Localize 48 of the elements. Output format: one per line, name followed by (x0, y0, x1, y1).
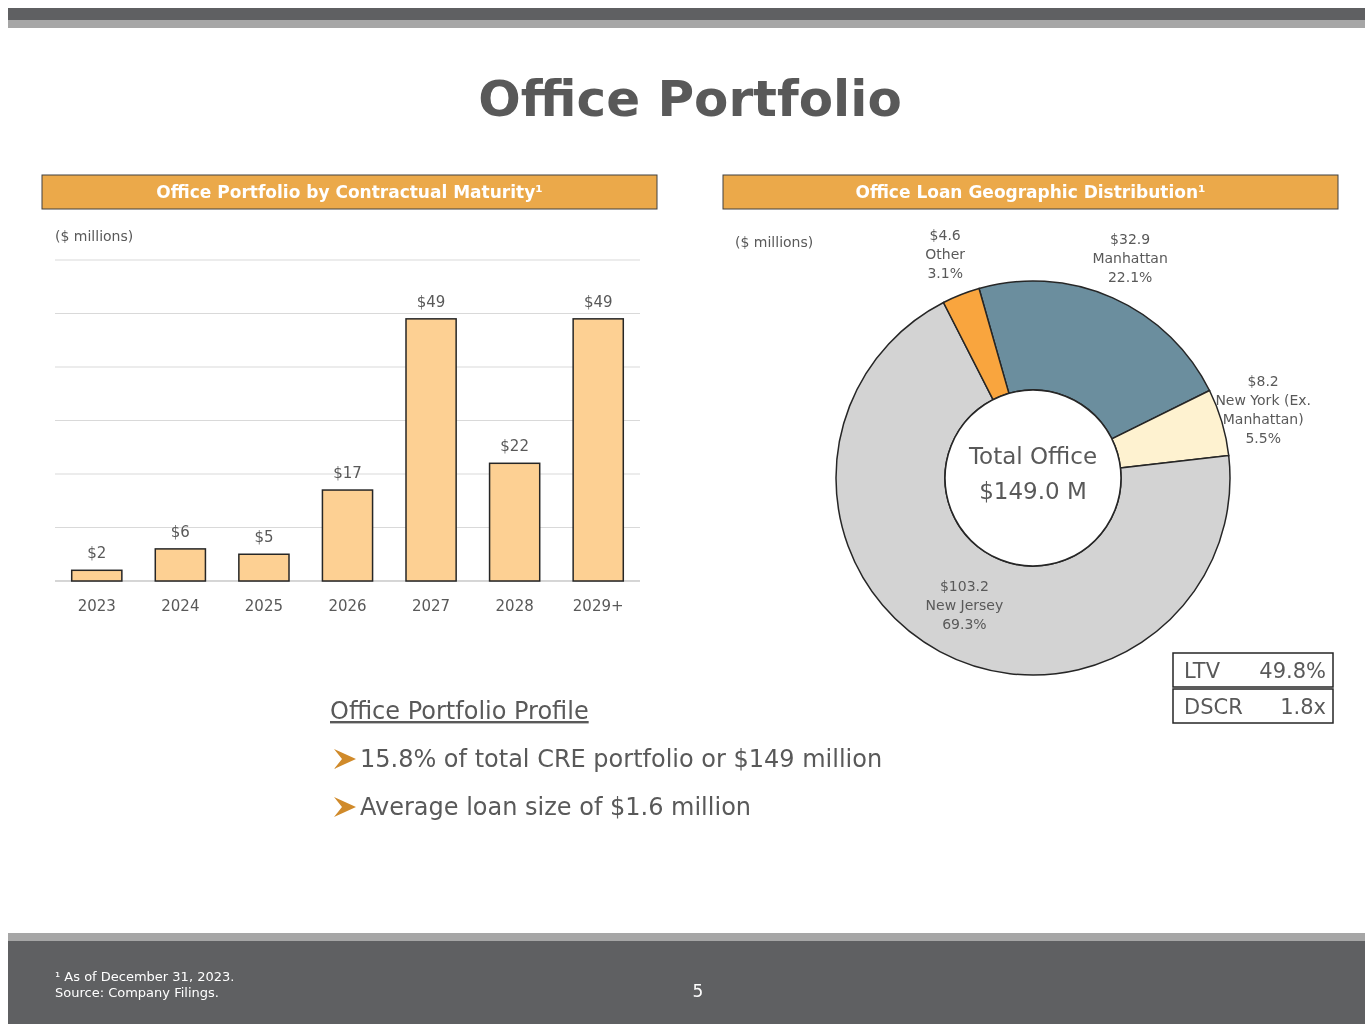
source-note: Source: Company Filings. (55, 985, 219, 1000)
x-tick-label: 2024 (161, 597, 200, 615)
bar (238, 553, 290, 582)
slice-label: New Jersey (925, 597, 1004, 614)
text: 22.1% (1107, 269, 1153, 286)
bar (572, 318, 625, 582)
text: 15.8% of total CRE portfolio or $149 million (360, 745, 883, 773)
text: ($ millions) (735, 234, 814, 250)
text: LTV 49.8% (1184, 659, 1326, 683)
slice-label: New York (Ex. Manhattan) (1215, 392, 1311, 428)
x-tick-label: 2028 (495, 597, 534, 615)
bar (405, 318, 457, 582)
data-label: $2 (87, 544, 107, 563)
text: 5 (692, 981, 704, 1001)
x-tick-label: 2026 (328, 597, 367, 615)
bar (70, 569, 123, 582)
bar (154, 548, 207, 582)
text: $149.0 M (979, 478, 1087, 504)
chart-title: Office Portfolio by Contractual Maturity¹ (156, 182, 543, 202)
data-label: $6 (170, 522, 190, 541)
data-label: $49 (416, 292, 446, 311)
data-label: $8.2 (1247, 373, 1279, 390)
text: DSCR 1.8x (1184, 695, 1326, 719)
slice-label: Other (925, 246, 966, 263)
x-tick-label: 2025 (244, 597, 284, 615)
data-label: $49 (583, 292, 613, 311)
text: Office Portfolio (478, 70, 902, 128)
data-label: $4.6 (929, 227, 961, 244)
text: 5.5% (1245, 430, 1281, 447)
bar (488, 462, 541, 582)
text: ¹ As of December 31, 2023. (55, 969, 235, 984)
y-axis-title: ($ millions) (55, 228, 134, 244)
text: Average loan size of $1.6 million (360, 793, 752, 821)
bar (321, 489, 374, 582)
text: Total Office (967, 443, 1098, 469)
data-label: $17 (333, 464, 362, 483)
x-tick-label: 2023 (77, 597, 116, 615)
x-tick-label: 2029+ (572, 597, 624, 615)
text: 69.3% (942, 616, 987, 633)
data-label: $103.2 (939, 578, 989, 595)
data-label: $32.9 (1110, 231, 1151, 248)
x-tick-label: 2027 (411, 597, 451, 615)
slice-label: Manhattan (1092, 250, 1168, 267)
text: Office Portfolio Profile (330, 697, 589, 725)
data-label: $5 (254, 528, 274, 547)
chart-title: Office Loan Geographic Distribution¹ (855, 182, 1206, 202)
text: 3.1% (927, 265, 963, 282)
data-label: $22 (500, 437, 529, 456)
